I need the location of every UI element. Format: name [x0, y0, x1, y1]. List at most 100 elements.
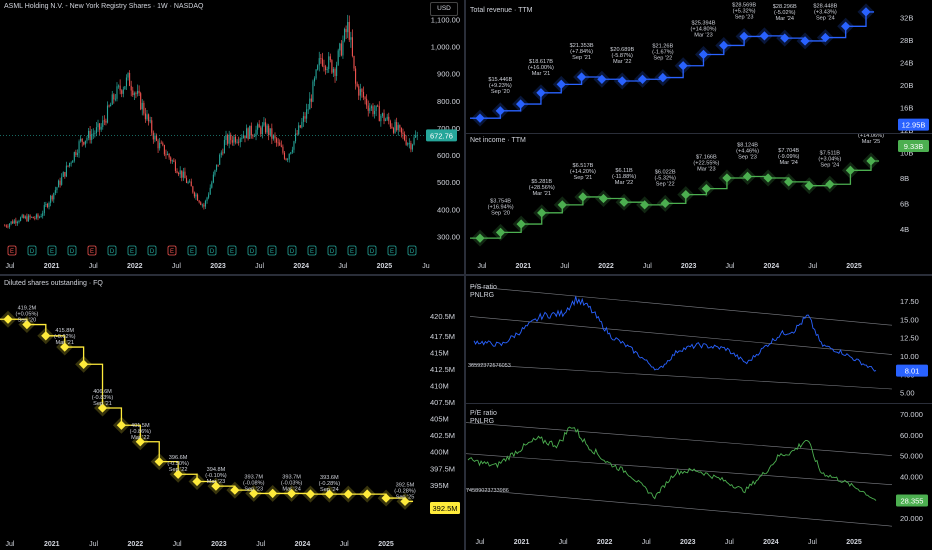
data-label-value: 419.2M: [18, 306, 37, 312]
candle-body: [288, 153, 290, 160]
data-label-period: Sep '20: [17, 318, 36, 324]
candle-body: [277, 142, 279, 144]
y-tick-label: 4B: [900, 225, 909, 234]
divider-ps-pe[interactable]: [466, 403, 932, 404]
candle-body: [8, 223, 11, 227]
candle-body: [70, 162, 72, 164]
y-tick-label: 5.00: [900, 389, 915, 398]
x-tick-label: 2021: [514, 539, 530, 546]
candle-body: [389, 121, 391, 127]
candle-body: [187, 182, 189, 183]
candle-body: [114, 98, 116, 100]
data-label-period: Mar '22: [131, 435, 149, 441]
candle-body: [138, 90, 140, 94]
data-label-value: $21.26B: [652, 44, 673, 50]
candle-body: [13, 220, 15, 224]
data-point: [211, 481, 221, 491]
data-label-change: (-0.50%): [167, 461, 189, 467]
data-label-period: Sep '21: [93, 401, 112, 407]
divider-horizontal-right[interactable]: [466, 274, 932, 276]
shares-chart[interactable]: 420.5M 417.5M 415M 412.5M 410M 407.5M 405M 402.…: [0, 276, 464, 550]
last-value-label: 28.355: [901, 497, 924, 506]
x-tick-label: Jul: [6, 541, 15, 548]
candle-body: [381, 113, 383, 116]
y-tick-label: 405M: [430, 415, 449, 424]
candle-body: [325, 66, 327, 70]
event-marker-earnings: [387, 245, 397, 256]
y-tick-label: 300.00: [437, 232, 460, 241]
data-label-change: (+3.04%): [818, 156, 841, 162]
candle-body: [209, 187, 211, 195]
data-label-change: (+0.05%): [15, 312, 38, 318]
y-tick-label: 8B: [900, 174, 909, 183]
candle-body: [385, 119, 387, 121]
candle-body: [261, 125, 263, 135]
candle-body: [144, 113, 146, 120]
data-label-value: $25.394B: [691, 20, 715, 26]
candle-body: [111, 94, 113, 105]
candle-body: [43, 205, 45, 214]
data-label-period: Mar '23: [207, 479, 225, 485]
candle-body: [370, 106, 372, 109]
candle-body: [12, 221, 14, 224]
divider-vertical[interactable]: [464, 0, 466, 550]
x-tick-label: Jul: [725, 539, 734, 546]
candle-body: [310, 98, 312, 102]
candle-body: [331, 60, 333, 73]
event-marker-earnings: [227, 245, 237, 256]
candle-body: [132, 90, 134, 96]
candle-body: [364, 97, 366, 99]
candle-body: [204, 200, 207, 207]
event-marker-earnings: [187, 245, 197, 256]
data-label-change: (-0.83%): [92, 395, 114, 401]
event-marker-label: D: [290, 249, 295, 255]
candle-body: [366, 98, 368, 106]
price-chart[interactable]: 1,100.00 1,000.00 900.00 800.00 700.00 600.00…: [0, 0, 464, 274]
candle-body: [411, 144, 414, 150]
candle-body: [200, 202, 202, 205]
candle-body: [343, 29, 346, 41]
currency-button[interactable]: USD: [430, 2, 458, 16]
candle-body: [84, 140, 86, 145]
candle-body: [141, 102, 143, 110]
event-marker-earnings: [167, 245, 177, 256]
event-marker-earnings: [7, 245, 17, 256]
candle-body: [241, 138, 243, 139]
revenue-chart[interactable]: 32B28B24B20B16B12B$15.446B(+9.23%)Sep '2…: [466, 0, 932, 134]
data-point: [658, 72, 668, 83]
candle-body: [94, 133, 96, 134]
x-tick-label: Jul: [808, 539, 817, 546]
pe-chart[interactable]: 70.00060.00050.00040.00030.00020.00028.3…: [466, 404, 932, 550]
candle-body: [140, 93, 142, 110]
revenue-panel-title: Total revenue · TTM: [470, 7, 533, 14]
data-point: [742, 171, 753, 182]
candle-body: [285, 158, 287, 160]
candle-body: [31, 216, 33, 218]
data-label-change: (+14.20%): [570, 169, 596, 175]
candle-body: [332, 69, 335, 73]
candle-body: [176, 170, 178, 174]
divider-revenue-income[interactable]: [466, 133, 932, 134]
candle-body: [165, 154, 167, 156]
candle-body: [34, 218, 36, 219]
x-tick-label: Jul: [559, 539, 568, 546]
candle-body: [233, 136, 235, 143]
x-tick-label: Jul: [338, 263, 347, 270]
divider-horizontal-left[interactable]: [0, 274, 464, 276]
candle-body: [405, 140, 407, 145]
y-tick-label: 1,000.00: [431, 43, 460, 52]
data-point: [78, 359, 89, 369]
data-label-value: 394.8M: [207, 467, 226, 473]
candle-body: [291, 149, 293, 153]
data-label-change: (-5.02%): [774, 10, 796, 16]
candle-body: [208, 194, 210, 198]
data-label-value: $28.448B: [813, 4, 837, 10]
y-tick-label: 10.00: [900, 352, 919, 361]
event-marker-dividend: [27, 245, 37, 256]
candle-body: [276, 138, 278, 143]
data-point: [192, 476, 202, 487]
candle-body: [129, 72, 131, 86]
last-value-label-bg: [896, 364, 928, 377]
